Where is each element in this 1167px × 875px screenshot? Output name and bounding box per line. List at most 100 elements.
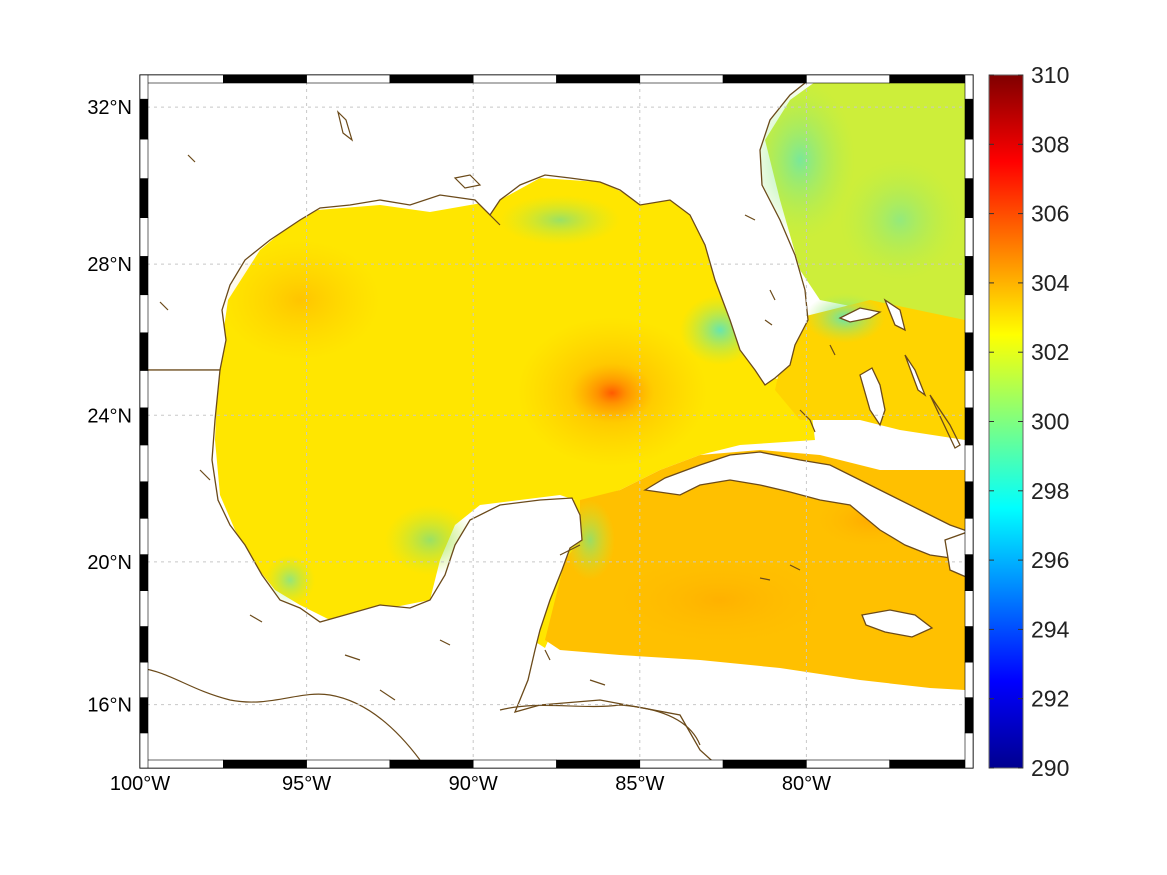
frame-segment-left xyxy=(139,697,149,734)
frame-segment-left xyxy=(139,217,149,257)
frame-segment-right xyxy=(964,517,974,555)
frame-segment-bottom xyxy=(223,759,307,769)
landmasses xyxy=(140,75,973,768)
andros-island xyxy=(859,367,886,427)
frame-segment-right xyxy=(964,256,974,296)
frame-segment-top xyxy=(722,74,807,84)
frame-segment-right xyxy=(964,444,974,483)
frame-segment-left xyxy=(139,481,149,519)
frame-segment-bottom xyxy=(472,759,557,769)
frame-segment-right xyxy=(964,74,974,100)
frame-segment-top xyxy=(889,74,974,84)
longitude-label: 80°W xyxy=(782,773,831,795)
frame-segment-bottom xyxy=(639,759,724,769)
map-frame xyxy=(139,74,974,769)
frame-segment-right xyxy=(964,332,974,371)
latitude-label: 32°N xyxy=(87,97,132,119)
longitude-label: 95°W xyxy=(282,773,331,795)
colorbar-tick-label: 290 xyxy=(1031,755,1069,781)
latitude-label: 16°N xyxy=(87,695,132,717)
colorbar-tick-label: 296 xyxy=(1031,547,1069,573)
frame-segment-right xyxy=(964,217,974,257)
frame-segment-left xyxy=(139,661,149,698)
frame-segment-left xyxy=(139,732,149,769)
frame-segment-top xyxy=(306,74,391,84)
frame-segment-bottom xyxy=(806,759,891,769)
colorbar-tick-label: 298 xyxy=(1031,478,1069,504)
frame-segment-top xyxy=(472,74,557,84)
frame-segment-left xyxy=(139,74,149,100)
frame-segment-left xyxy=(139,444,149,483)
frame-segment-right xyxy=(964,178,974,218)
frame-segment-left xyxy=(139,256,149,296)
frame-segment-right xyxy=(964,661,974,698)
frame-segment-top xyxy=(806,74,891,84)
us-mainland xyxy=(140,75,817,386)
colorbar-tick-label: 302 xyxy=(1031,339,1069,365)
minor-coastlines xyxy=(140,110,836,761)
frame-segment-right xyxy=(964,697,974,734)
latitude-labels: 32°N 28°N 24°N 20°N 16°N xyxy=(87,97,132,717)
shelf-cool-1 xyxy=(500,195,620,245)
frame-segment-left xyxy=(139,590,149,627)
frame-segment-left xyxy=(139,332,149,371)
colorbar: 310 308 306 304 302 300 298 296 294 292 290 xyxy=(988,62,1070,781)
mexico-coast-cool xyxy=(265,555,315,605)
bahamas-chain xyxy=(929,394,961,449)
colorbar-tick-label: 292 xyxy=(1031,686,1069,712)
latitude-label: 28°N xyxy=(87,254,132,276)
frame-segment-right xyxy=(964,554,974,591)
latitude-label: 24°N xyxy=(87,405,132,427)
frame-segment-top xyxy=(389,74,474,84)
frame-segment-right xyxy=(964,370,974,409)
colorbar-tick-label: 294 xyxy=(1031,616,1070,642)
frame-segment-right xyxy=(964,138,974,179)
caribbean-warm xyxy=(600,550,840,650)
colorbar-tick-label: 304 xyxy=(1031,270,1070,296)
frame-segment-top xyxy=(639,74,724,84)
colorbar-tick-label: 306 xyxy=(1031,201,1069,227)
frame-segment-left xyxy=(139,626,149,663)
frame-segment-left xyxy=(139,138,149,179)
frame-segment-left xyxy=(139,554,149,591)
latitude-label: 20°N xyxy=(87,552,132,574)
frame-segment-right xyxy=(964,98,974,140)
longitude-labels: 100°W 95°W 90°W 85°W 80°W xyxy=(110,773,831,795)
longitude-label: 85°W xyxy=(615,773,664,795)
frame-segment-bottom xyxy=(889,759,974,769)
colorbar-tick-label: 300 xyxy=(1031,409,1069,435)
frame-segment-left xyxy=(139,98,149,140)
longitude-label: 100°W xyxy=(110,773,170,795)
frame-segment-bottom xyxy=(306,759,391,769)
frame-segment-right xyxy=(964,732,974,769)
western-gulf-warm xyxy=(220,240,380,360)
colorbar-ticks: 310 308 306 304 302 300 298 296 294 292 290 xyxy=(989,62,1070,781)
frame-segment-right xyxy=(964,590,974,627)
frame-segment-right xyxy=(964,481,974,519)
frame-segment-left xyxy=(139,294,149,334)
loop-current-hotspot xyxy=(570,363,654,423)
frame-segment-right xyxy=(964,626,974,663)
frame-segment-bottom xyxy=(722,759,807,769)
abaco xyxy=(883,298,906,332)
colorbar-tick-label: 308 xyxy=(1031,131,1069,157)
atlantic-cool-2 xyxy=(840,160,960,280)
colorbar-gradient xyxy=(988,74,1024,769)
frame-segment-bottom xyxy=(139,759,224,769)
colorbar-tick-label: 310 xyxy=(1031,62,1069,88)
frame-segment-top xyxy=(556,74,641,84)
frame-segment-left xyxy=(139,370,149,409)
longitude-label: 90°W xyxy=(449,773,498,795)
frame-segment-right xyxy=(964,294,974,334)
grand-bahama xyxy=(838,307,882,323)
frame-segment-top xyxy=(139,74,224,84)
frame-segment-left xyxy=(139,517,149,555)
frame-segment-bottom xyxy=(389,759,474,769)
frame-segment-left xyxy=(139,178,149,218)
frame-segment-right xyxy=(964,407,974,446)
atlantic-cool-1 xyxy=(745,80,855,240)
jamaica xyxy=(861,609,934,638)
frame-segment-bottom xyxy=(556,759,641,769)
graticule xyxy=(140,75,973,768)
